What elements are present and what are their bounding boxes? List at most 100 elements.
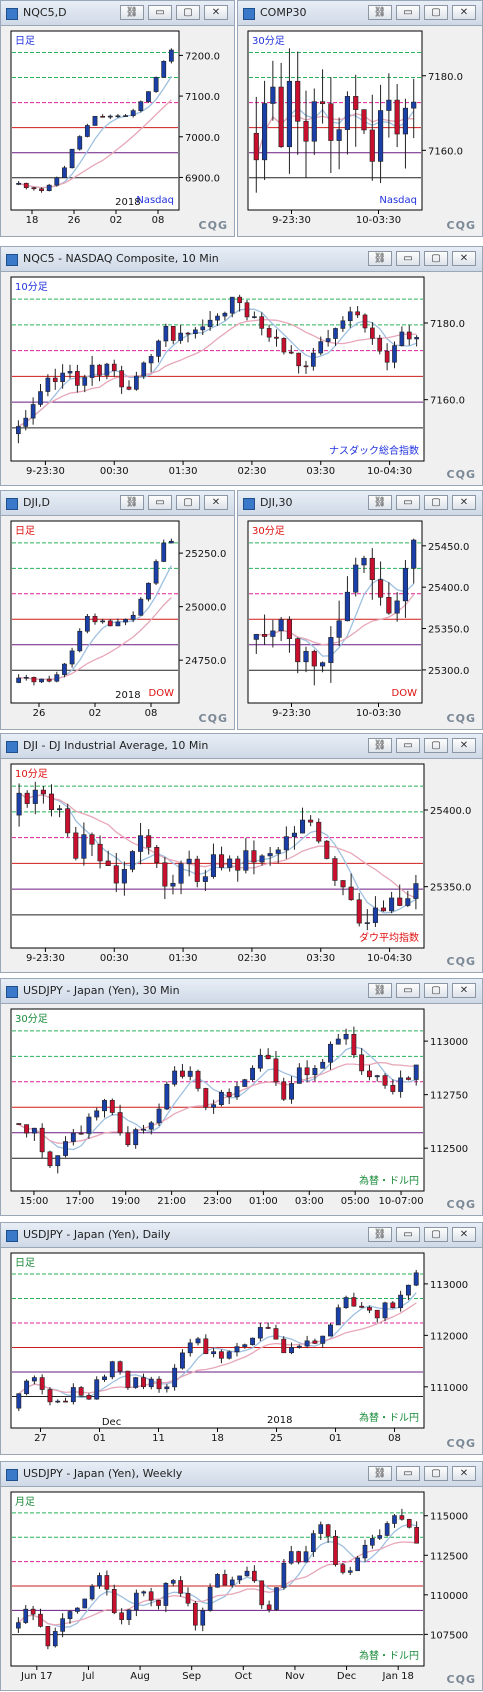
candle: [356, 892, 362, 927]
maximize-button[interactable]: ▢: [176, 495, 200, 510]
minimize-button[interactable]: ▭: [396, 1466, 420, 1481]
fast-ma-line: [17, 1523, 417, 1628]
candle: [52, 368, 58, 390]
maximize-button[interactable]: ▢: [424, 1466, 448, 1481]
candle: [320, 1058, 326, 1069]
window-titlebar[interactable]: DJI - DJ Industrial Average, 10 Min ⛓ ▭ ▢ ✕: [1, 734, 482, 759]
link-icon[interactable]: ⛓: [368, 251, 392, 266]
close-button[interactable]: ✕: [452, 495, 476, 510]
close-button[interactable]: ✕: [452, 738, 476, 753]
link-icon[interactable]: ⛓: [368, 1466, 392, 1481]
candle: [259, 1580, 265, 1609]
slow-ma-line: [18, 597, 172, 681]
x-tick-label: 27: [34, 1433, 47, 1444]
candle: [92, 115, 98, 126]
window-titlebar[interactable]: NQC5,D ⛓ ▭ ▢ ✕: [1, 1, 234, 26]
minimize-button[interactable]: ▭: [396, 251, 420, 266]
chart-window-usdd: USDJPY - Japan (Yen), Daily ⛓ ▭ ▢ ✕ 日足 為替・ドル円 1…: [0, 1222, 483, 1455]
link-icon[interactable]: ⛓: [368, 495, 392, 510]
link-icon[interactable]: ⛓: [120, 495, 144, 510]
link-icon[interactable]: ⛓: [120, 5, 144, 20]
candle: [359, 1048, 365, 1075]
candle: [69, 148, 75, 169]
window-titlebar[interactable]: USDJPY - Japan (Yen), Daily ⛓ ▭ ▢ ✕: [1, 1223, 482, 1248]
maximize-button[interactable]: ▢: [176, 5, 200, 20]
candle: [119, 1608, 124, 1625]
candle: [295, 637, 301, 674]
candle: [300, 807, 306, 834]
window-app-icon: [243, 8, 255, 20]
candle: [57, 805, 63, 818]
x-tick-label: 21:00: [157, 1196, 186, 1207]
link-icon[interactable]: ⛓: [368, 5, 392, 20]
candle: [73, 826, 79, 861]
candle: [84, 123, 90, 138]
close-button[interactable]: ✕: [204, 495, 228, 510]
minimize-button[interactable]: ▭: [396, 1227, 420, 1242]
candle: [45, 374, 51, 397]
candle: [320, 1335, 326, 1348]
candle: [414, 1521, 419, 1544]
candle: [312, 1065, 318, 1082]
candle: [361, 555, 367, 573]
candle: [30, 1605, 36, 1621]
minimize-button[interactable]: ▭: [396, 495, 420, 510]
window-titlebar[interactable]: DJI,30 ⛓ ▭ ▢ ✕: [238, 491, 482, 516]
fast-ma-line: [18, 792, 417, 914]
candle: [162, 857, 168, 900]
maximize-button[interactable]: ▢: [424, 983, 448, 998]
candle: [377, 561, 384, 606]
candle: [125, 1370, 131, 1390]
candle: [316, 818, 322, 844]
candle: [211, 1099, 217, 1114]
candle: [16, 1617, 21, 1633]
window-titlebar[interactable]: DJI,D ⛓ ▭ ▢ ✕: [1, 491, 234, 516]
window-titlebar[interactable]: COMP30 ⛓ ▭ ▢ ✕: [238, 1, 482, 26]
close-button[interactable]: ✕: [452, 251, 476, 266]
candle: [207, 1583, 213, 1612]
candle: [353, 557, 359, 597]
maximize-button[interactable]: ▢: [424, 251, 448, 266]
candle: [333, 1530, 338, 1567]
candle: [75, 364, 80, 393]
x-tick-label: 02: [89, 708, 102, 719]
link-icon[interactable]: ⛓: [368, 738, 392, 753]
maximize-button[interactable]: ▢: [424, 738, 448, 753]
instrument-label: DOW: [392, 688, 418, 699]
maximize-button[interactable]: ▢: [424, 495, 448, 510]
close-button[interactable]: ✕: [452, 1227, 476, 1242]
candle: [172, 1364, 178, 1391]
minimize-button[interactable]: ▭: [148, 495, 172, 510]
minimize-button[interactable]: ▭: [396, 5, 420, 20]
candle: [54, 176, 60, 187]
x-tick-label: Aug: [130, 1671, 150, 1682]
close-button[interactable]: ✕: [452, 983, 476, 998]
candle: [156, 1599, 161, 1610]
minimize-button[interactable]: ▭: [148, 5, 172, 20]
candle: [102, 1374, 107, 1382]
close-button[interactable]: ✕: [204, 5, 228, 20]
window-titlebar[interactable]: NQC5 - NASDAQ Composite, 10 Min ⛓ ▭ ▢ ✕: [1, 247, 482, 272]
candle: [281, 1559, 287, 1590]
maximize-button[interactable]: ▢: [424, 5, 448, 20]
candle: [117, 1104, 123, 1136]
maximize-button[interactable]: ▢: [424, 1227, 448, 1242]
candle: [308, 815, 314, 827]
window-title: USDJPY - Japan (Yen), Weekly: [23, 1467, 183, 1480]
candle: [286, 48, 293, 174]
window-titlebar[interactable]: USDJPY - Japan (Yen), Weekly ⛓ ▭ ▢ ✕: [1, 1462, 482, 1487]
window-app-icon: [6, 498, 18, 510]
window-titlebar[interactable]: USDJPY - Japan (Yen), 30 Min ⛓ ▭ ▢ ✕: [1, 979, 482, 1004]
candle: [138, 597, 144, 616]
link-icon[interactable]: ⛓: [368, 1227, 392, 1242]
candle: [364, 909, 370, 931]
candle: [374, 1309, 380, 1323]
minimize-button[interactable]: ▭: [396, 983, 420, 998]
candle: [102, 1098, 107, 1118]
link-icon[interactable]: ⛓: [368, 983, 392, 998]
minimize-button[interactable]: ▭: [396, 738, 420, 753]
close-button[interactable]: ✕: [452, 1466, 476, 1481]
close-button[interactable]: ✕: [452, 5, 476, 20]
price-chart: 日足 Nasdaq 7200.0 7100.0 7000.0 6900.0 18 26 02 08…: [10, 30, 220, 226]
candle: [46, 183, 52, 192]
